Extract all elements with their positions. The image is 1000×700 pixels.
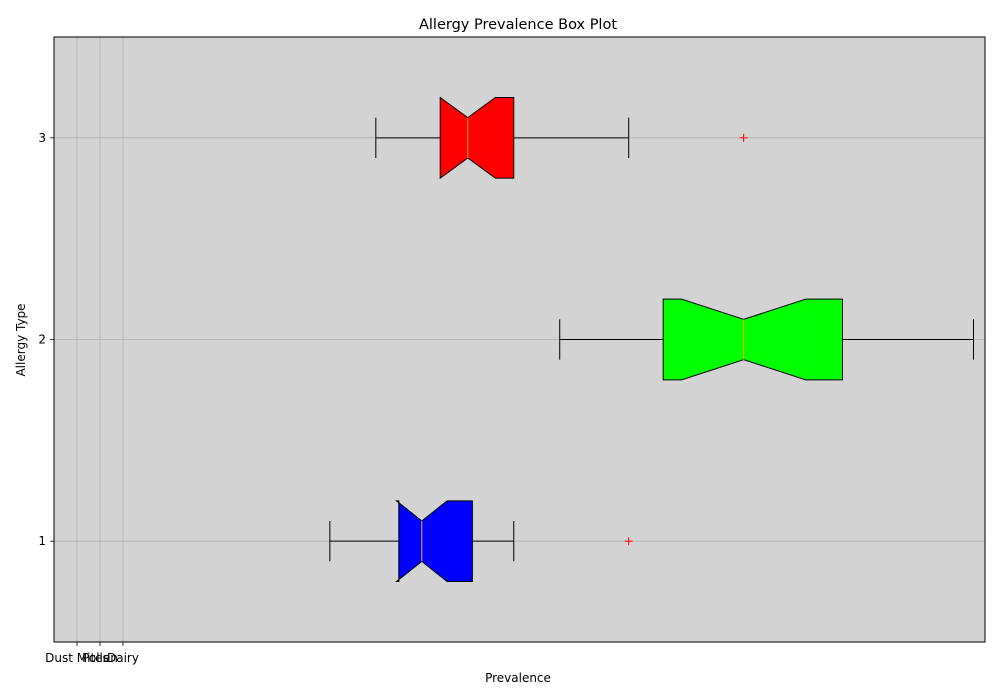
box-group-1 <box>329 500 633 582</box>
x-axis-title: Prevalence <box>485 671 551 685</box>
x-tick-label: Dairy <box>107 651 139 665</box>
y-axis: 1 2 3 <box>38 131 54 548</box>
box-body <box>662 298 843 381</box>
box-group-2 <box>559 298 975 381</box>
x-tick-label: Pollen <box>82 651 118 665</box>
x-tick-label: Dust Mites <box>45 651 109 665</box>
y-axis-title: Allergy Type <box>14 303 28 376</box>
box-group-3 <box>375 96 748 180</box>
y-tick-label: 1 <box>38 534 46 548</box>
boxes-layer <box>329 96 975 582</box>
y-tick-label: 3 <box>38 131 46 145</box>
y-tick-label: 2 <box>38 333 46 347</box>
box-body <box>439 96 515 180</box>
box-body <box>395 500 473 582</box>
chart-title: Allergy Prevalence Box Plot <box>419 17 617 33</box>
